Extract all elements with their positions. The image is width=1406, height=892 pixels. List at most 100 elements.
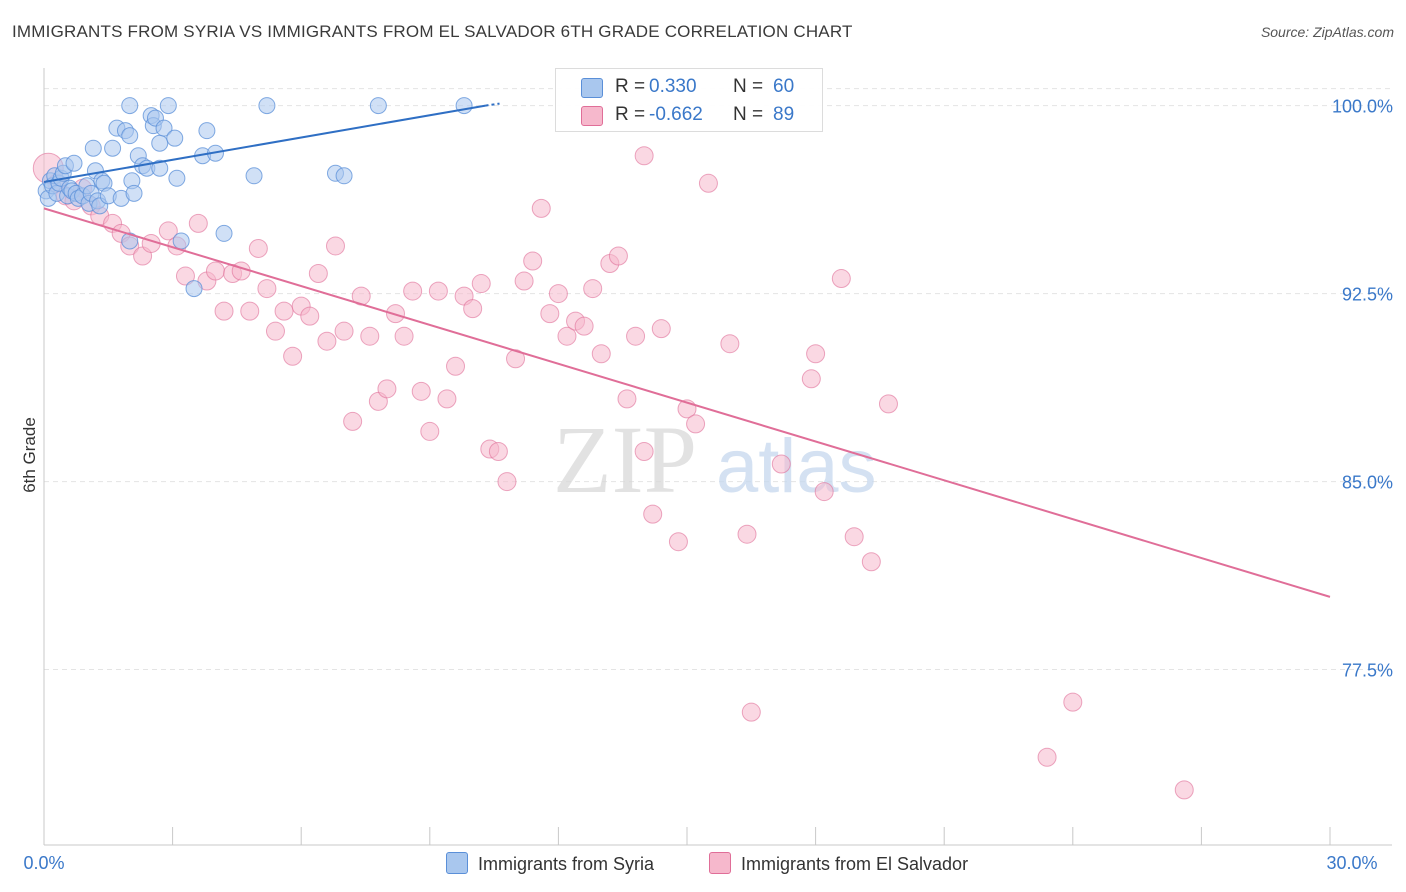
data-point-syria: [166, 129, 184, 147]
data-point-el-salvador: [608, 246, 628, 266]
data-point-el-salvador: [617, 389, 637, 409]
data-point-el-salvador: [806, 344, 826, 364]
data-point-el-salvador: [403, 281, 423, 301]
syria-legend-swatch: [446, 852, 468, 874]
data-point-el-salvador: [698, 173, 718, 193]
data-point-el-salvador: [488, 441, 508, 461]
legend-label-el-salvador: Immigrants from El Salvador: [741, 854, 969, 874]
legend-item-syria[interactable]: Immigrants from Syria: [446, 852, 654, 876]
data-point-el-salvador: [1174, 780, 1194, 800]
data-point-syria: [335, 167, 353, 185]
data-point-el-salvador: [634, 441, 654, 461]
data-point-el-salvador: [634, 146, 654, 166]
stats-box: R = 0.330 N = 60 R = -0.662 N = 89: [555, 68, 823, 132]
data-point-syria: [172, 232, 190, 250]
n-label: N =: [733, 76, 764, 97]
data-point-syria: [155, 119, 173, 137]
y-tick-label: 92.5%: [1342, 285, 1393, 305]
data-point-syria: [104, 139, 122, 157]
data-point-el-salvador: [334, 321, 354, 341]
data-point-syria: [159, 97, 177, 115]
data-point-el-salvador: [548, 284, 568, 304]
legend-label-syria: Immigrants from Syria: [478, 854, 655, 874]
data-point-syria: [369, 97, 387, 115]
data-point-el-salvador: [720, 334, 740, 354]
trend-line-syria-extension: [485, 102, 500, 107]
y-tick-label: 100.0%: [1332, 97, 1393, 117]
data-point-el-salvador: [205, 261, 225, 281]
stats-row-el-salvador: R = -0.662 N = 89: [556, 100, 822, 130]
data-point-syria: [121, 97, 139, 115]
data-point-el-salvador: [188, 213, 208, 233]
data-point-syria: [65, 154, 83, 172]
data-point-el-salvador: [437, 389, 457, 409]
data-point-el-salvador: [1037, 747, 1057, 767]
data-point-syria: [168, 169, 186, 187]
data-point-el-salvador: [428, 281, 448, 301]
source-credit: Source: ZipAtlas.com: [1260, 24, 1394, 40]
data-point-el-salvador: [506, 349, 526, 369]
data-point-el-salvador: [591, 344, 611, 364]
data-point-el-salvador: [523, 251, 543, 271]
data-point-el-salvador: [158, 221, 178, 241]
data-point-el-salvador: [308, 264, 328, 284]
data-point-el-salvador: [248, 238, 268, 258]
data-point-el-salvador: [831, 269, 851, 289]
trend-line-syria: [43, 104, 486, 184]
data-point-el-salvador: [557, 326, 577, 346]
stats-row-syria: R = 0.330 N = 60: [556, 72, 822, 102]
data-point-el-salvador: [300, 306, 320, 326]
series-syria: [37, 97, 473, 298]
data-point-el-salvador: [583, 279, 603, 299]
r-label: R =: [615, 76, 646, 97]
data-point-el-salvador: [514, 271, 534, 291]
data-point-el-salvador: [175, 266, 195, 286]
data-point-el-salvador: [360, 326, 380, 346]
data-point-syria: [151, 134, 169, 152]
data-point-el-salvador: [265, 321, 285, 341]
data-point-el-salvador: [325, 236, 345, 256]
data-point-el-salvador: [240, 301, 260, 321]
data-point-el-salvador: [420, 421, 440, 441]
r-label: R =: [615, 104, 646, 125]
n-value: 89: [773, 104, 795, 125]
data-point-el-salvador: [686, 414, 706, 434]
data-point-el-salvador: [878, 394, 898, 414]
data-point-el-salvador: [283, 346, 303, 366]
data-point-el-salvador: [540, 304, 560, 324]
data-point-syria: [121, 232, 139, 250]
data-point-el-salvador: [814, 482, 834, 502]
data-point-syria: [185, 280, 203, 298]
data-point-syria: [121, 127, 139, 145]
data-point-el-salvador: [394, 326, 414, 346]
data-point-el-salvador: [741, 702, 761, 722]
r-value: 0.330: [649, 76, 697, 97]
data-point-el-salvador: [531, 198, 551, 218]
data-point-el-salvador: [214, 301, 234, 321]
data-point-syria: [215, 224, 233, 242]
data-point-el-salvador: [801, 369, 821, 389]
data-point-el-salvador: [574, 316, 594, 336]
data-point-syria: [245, 167, 263, 185]
data-point-syria: [151, 159, 169, 177]
data-point-el-salvador: [626, 326, 646, 346]
data-point-el-salvador: [771, 454, 791, 474]
data-point-el-salvador: [668, 532, 688, 552]
data-point-syria: [258, 97, 276, 115]
data-point-el-salvador: [737, 524, 757, 544]
data-point-el-salvador: [343, 411, 363, 431]
data-point-el-salvador: [446, 356, 466, 376]
data-point-syria: [84, 139, 102, 157]
trend-line-el-salvador: [43, 207, 1331, 598]
y-tick-label: 77.5%: [1342, 661, 1393, 681]
data-point-el-salvador: [643, 504, 663, 524]
chart-title: IMMIGRANTS FROM SYRIA VS IMMIGRANTS FROM…: [12, 22, 853, 41]
r-value: -0.662: [649, 104, 703, 125]
data-point-el-salvador: [497, 472, 517, 492]
watermark-atlas: atlas: [716, 424, 877, 509]
legend-item-el-salvador[interactable]: Immigrants from El Salvador: [709, 852, 968, 876]
data-point-el-salvador: [411, 381, 431, 401]
data-point-el-salvador: [231, 261, 251, 281]
n-label: N =: [733, 104, 764, 125]
